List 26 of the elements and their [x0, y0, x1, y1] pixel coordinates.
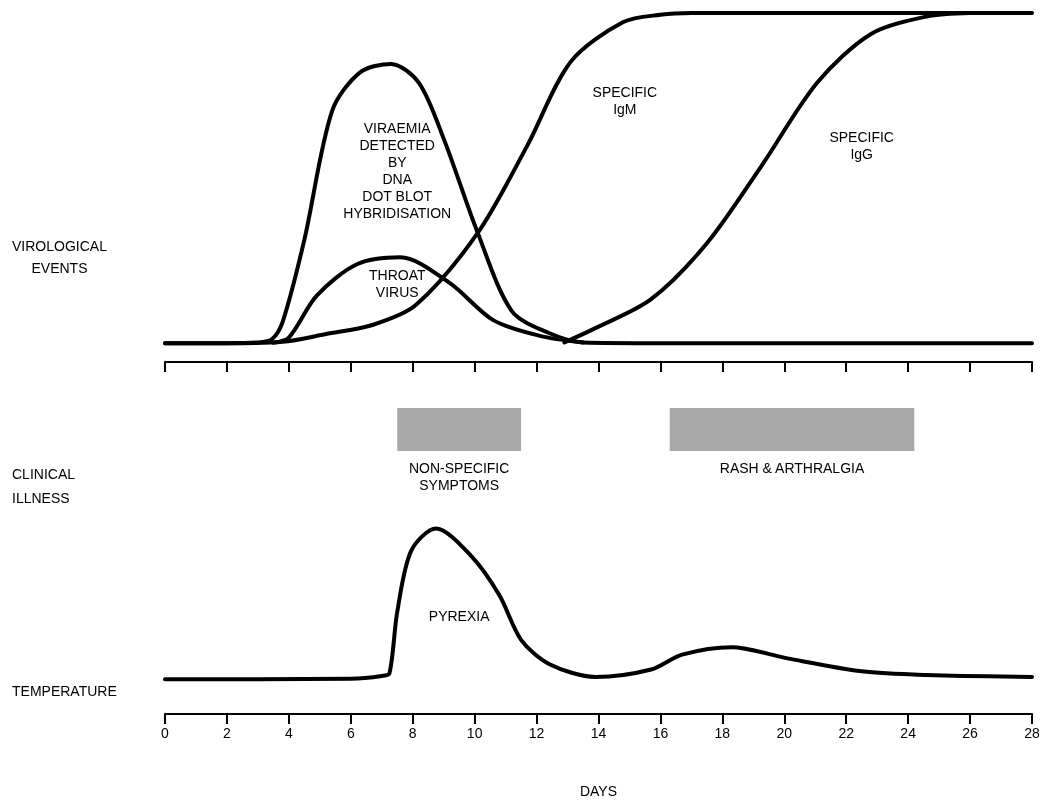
- y-axis-title: TEMPERATURE: [12, 683, 117, 699]
- text: SPECIFIC IgG: [829, 129, 894, 163]
- x-tick-label: 16: [652, 725, 669, 741]
- x-tick-label: 28: [1024, 725, 1040, 741]
- band-label: NON-SPECIFIC SYMPTOMS: [408, 459, 510, 493]
- x-tick-label: 26: [962, 725, 979, 741]
- text: CLINICAL ILLNESS: [12, 466, 76, 506]
- x-tick-label: 12: [528, 725, 545, 741]
- band-label: RASH & ARTHRALGIA: [719, 459, 865, 476]
- text: SPECIFIC IgM: [592, 83, 658, 117]
- x-tick-label: 2: [223, 725, 232, 741]
- x-tick-label: 24: [900, 725, 917, 741]
- x-tick-label: 18: [714, 725, 731, 741]
- x-tick-label: 14: [590, 725, 607, 741]
- x-tick-label: 22: [838, 725, 855, 741]
- x-tick-label: 10: [466, 725, 483, 741]
- series-label: PYREXIA: [428, 607, 491, 624]
- series-label: THROAT VIRUS: [368, 266, 426, 300]
- x-axis-title: DAYS: [579, 783, 618, 799]
- series-label: VIRAEMIA DETECTED BY DNA DOT BLOT HYBRIDISATION: [343, 119, 452, 221]
- y-axis-title: VIROLOGICAL EVENTS: [12, 238, 108, 276]
- x-tick-label: 6: [346, 725, 355, 741]
- x-tick-label: 0: [161, 725, 170, 741]
- x-tick-label: 8: [408, 725, 417, 741]
- x-tick-label: 4: [284, 725, 293, 741]
- x-tick-label: 20: [776, 725, 793, 741]
